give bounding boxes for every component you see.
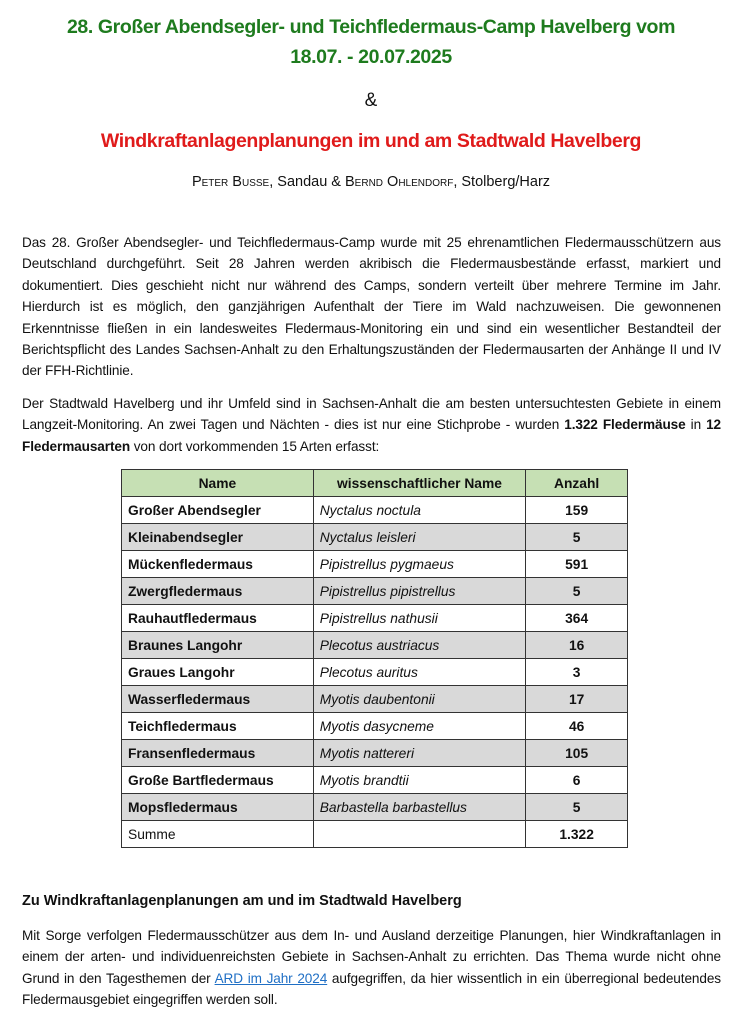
scientific-name: Myotis nattereri — [312, 739, 527, 767]
species-name: Kleinabendsegler — [121, 523, 314, 551]
species-name: Mückenfledermaus — [121, 550, 314, 578]
title-line-1: 28. Großer Abendsegler- und Teichflederm… — [66, 16, 676, 38]
paragraph-survey: Der Stadtwald Havelberg und ihr Umfeld s… — [22, 393, 721, 457]
scientific-name: Plecotus austriacus — [312, 631, 527, 659]
species-name: Braunes Langohr — [121, 631, 314, 659]
table-row: Große Bartfledermaus Myotis brandtii 6 — [121, 766, 628, 794]
table-row: Rauhautfledermaus Pipistrellus nathusii 36… — [121, 604, 628, 632]
table-row: Graues Langohr Plecotus auritus 3 — [121, 658, 628, 686]
count: 46 — [525, 712, 628, 740]
scientific-name: Pipistrellus pipistrellus — [312, 577, 527, 605]
total-row: Summe 1.322 — [121, 820, 628, 848]
table-row: Zwergfledermaus Pipistrellus pipistrellus… — [121, 577, 628, 605]
count: 5 — [525, 793, 628, 821]
species-name: Teichfledermaus — [121, 712, 314, 740]
total-count: 1.322 — [525, 820, 628, 848]
scientific-name: Myotis daubentonii — [312, 685, 527, 713]
table-row: Großer Abendsegler Nyctalus noctula 159 — [121, 496, 628, 524]
text: Mit Sorge verfolgen Fledermausschützer a… — [22, 928, 721, 986]
header-count: Anzahl — [525, 469, 628, 497]
table-row: Mückenfledermaus Pipistrellus pygmaeus 591 — [121, 550, 628, 578]
count: 5 — [525, 577, 628, 605]
species-table: Name wissenschaftlicher Name Anzahl Groß… — [121, 469, 628, 848]
author-2-place: , Stolberg/Harz — [453, 174, 551, 190]
author-1: Peter Busse — [191, 174, 270, 190]
bold-count: 1.322 Fledermäuse — [564, 417, 686, 433]
text: von dort vorkommenden 15 Arten erfasst: — [130, 438, 380, 454]
header-name: Name — [121, 469, 314, 497]
title: 28. Großer Abendsegler- und Teichflederm… — [0, 12, 742, 72]
table-row: Mopsfledermaus Barbastella barbastellus 5 — [121, 793, 628, 821]
paragraph-wind: Mit Sorge verfolgen Fledermausschützer a… — [22, 925, 721, 1011]
scientific-name: Barbastella barbastellus — [312, 793, 527, 821]
total-label: Summe — [121, 820, 314, 848]
count: 17 — [525, 685, 628, 713]
title-line-2: 18.07. - 20.07.2025 — [290, 46, 452, 68]
count: 3 — [525, 658, 628, 686]
table-header-row: Name wissenschaftlicher Name Anzahl — [121, 469, 628, 497]
scientific-name: Nyctalus leisleri — [312, 523, 527, 551]
scientific-name: Plecotus auritus — [312, 658, 527, 686]
empty-cell — [312, 820, 527, 848]
species-name: Graues Langohr — [121, 658, 314, 686]
section-heading: Zu Windkraftanlagenplanungen am und im S… — [22, 893, 462, 909]
scientific-name: Nyctalus noctula — [312, 496, 527, 524]
count: 591 — [525, 550, 628, 578]
bold-species: 12 Fledermausarten — [22, 417, 721, 454]
count: 159 — [525, 496, 628, 524]
scientific-name: Myotis dasycneme — [312, 712, 527, 740]
text: aufgegriffen, da hier wissentlich in ein… — [22, 970, 721, 1008]
table-row: Braunes Langohr Plecotus austriacus 16 — [121, 631, 628, 659]
species-name: Großer Abendsegler — [121, 496, 314, 524]
text: Der Stadtwald Havelberg und ihr Umfeld s… — [22, 396, 721, 433]
header-scientific-name: wissenschaftlicher Name — [312, 469, 527, 497]
count: 16 — [525, 631, 628, 659]
scientific-name: Pipistrellus nathusii — [312, 604, 527, 632]
count: 364 — [525, 604, 628, 632]
species-name: Zwergfledermaus — [121, 577, 314, 605]
table-row: Wasserfledermaus Myotis daubentonii 17 — [121, 685, 628, 713]
table-row: Kleinabendsegler Nyctalus leisleri 5 — [121, 523, 628, 551]
count: 6 — [525, 766, 628, 794]
ampersand: & — [364, 90, 378, 111]
text: in — [685, 417, 707, 433]
species-name: Fransenfledermaus — [121, 739, 314, 767]
species-name: Große Bartfledermaus — [121, 766, 314, 794]
table-row: Teichfledermaus Myotis dasycneme 46 — [121, 712, 628, 740]
ard-link[interactable]: ARD im Jahr 2024 — [214, 970, 328, 986]
species-name: Mopsfledermaus — [121, 793, 314, 821]
count: 5 — [525, 523, 628, 551]
species-name: Rauhautfledermaus — [121, 604, 314, 632]
scientific-name: Pipistrellus pygmaeus — [312, 550, 527, 578]
species-name: Wasserfledermaus — [121, 685, 314, 713]
count: 105 — [525, 739, 628, 767]
subtitle: Windkraftanlagenplanungen im und am Stad… — [100, 130, 642, 152]
paragraph-intro: Das 28. Großer Abendsegler- und Teichfle… — [22, 235, 721, 379]
scientific-name: Myotis brandtii — [312, 766, 527, 794]
author-2: Bernd Ohlendorf — [345, 174, 454, 190]
table-row: Fransenfledermaus Myotis nattereri 105 — [121, 739, 628, 767]
author-1-place: , Sandau & — [269, 174, 345, 190]
authors: Peter Busse, Sandau & Bernd Ohlendorf, S… — [0, 174, 742, 190]
